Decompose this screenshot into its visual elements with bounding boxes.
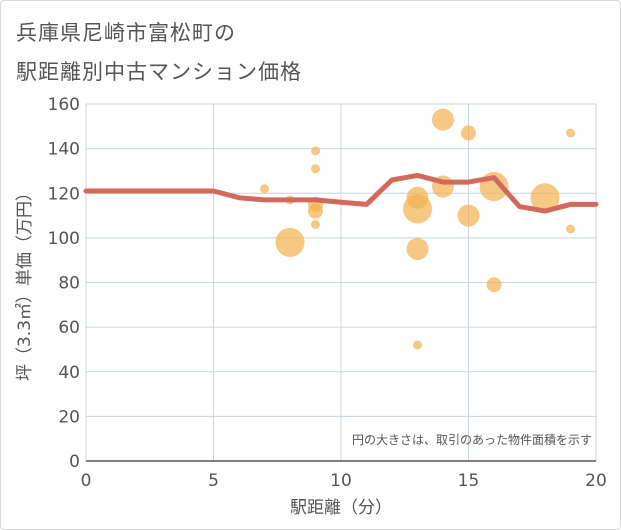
- y-tick-label: 0: [69, 452, 80, 472]
- bubble-size-note: 円の大きさは、取引のあった物件面積を示す: [352, 432, 592, 447]
- y-tick-label: 140: [48, 140, 80, 160]
- x-tick-label: 5: [208, 471, 219, 491]
- x-tick-label: 0: [81, 471, 92, 491]
- y-tick-label: 100: [48, 229, 80, 249]
- bubble-point: [457, 204, 480, 227]
- chart-title-line-1: 兵庫県尼崎市富松町の: [16, 21, 236, 45]
- bubble-point: [260, 184, 269, 194]
- bubble-point: [311, 219, 320, 229]
- chart-title-line-2: 駅距離別中古マンション価格: [16, 60, 302, 84]
- bubble-point: [308, 203, 323, 219]
- bubble-point: [406, 238, 429, 261]
- bubble-point: [311, 164, 320, 174]
- y-tick-label: 80: [58, 274, 80, 294]
- bubble-point: [461, 125, 476, 141]
- bubble-point: [432, 108, 454, 131]
- x-tick-label: 10: [330, 471, 352, 491]
- grid-lines: [85, 103, 597, 462]
- tick-labels: 0 20 40 60 80 100 120 140 160 0 5 10 15 20: [48, 95, 607, 491]
- bubble-point: [566, 128, 575, 138]
- bubble-point: [486, 277, 502, 293]
- x-tick-label: 20: [585, 471, 607, 491]
- trend-line: [83, 172, 599, 214]
- y-tick-label: 40: [58, 363, 80, 383]
- x-axis-label: 駅距離（分）: [290, 498, 392, 518]
- y-tick-label: 60: [58, 318, 80, 338]
- bubble-point: [275, 227, 305, 257]
- y-axis-label: 坪（3.3㎡）単価（万円）: [15, 184, 35, 381]
- bubble-point: [566, 224, 575, 234]
- bubble-point: [413, 340, 422, 350]
- y-tick-label: 20: [58, 407, 80, 427]
- y-tick-label: 120: [48, 184, 80, 204]
- bubble-series: [260, 108, 575, 350]
- bubble-point: [311, 146, 320, 156]
- bubble-point: [403, 194, 432, 224]
- bubble-point: [530, 183, 560, 213]
- x-tick-label: 15: [458, 471, 480, 491]
- y-tick-label: 160: [48, 95, 80, 115]
